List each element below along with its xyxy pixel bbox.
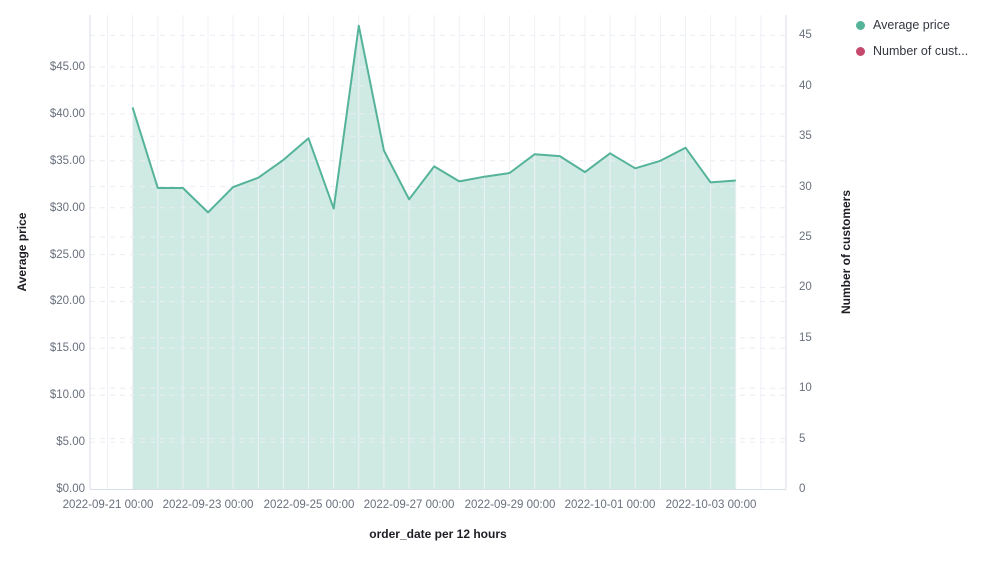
y-left-tick-label: $25.00 — [49, 249, 85, 261]
y-right-tick-label: 40 — [799, 80, 812, 92]
y-left-tick-label: $20.00 — [49, 295, 85, 307]
x-axis-tick-label: 2022-09-21 00:00 — [62, 499, 154, 511]
x-axis-tick-label: 2022-09-27 00:00 — [363, 499, 455, 511]
y-left-tick-label: $5.00 — [56, 436, 85, 448]
legend-item-average-price[interactable]: Average price — [856, 18, 968, 32]
x-axis-tick-label: 2022-09-25 00:00 — [263, 499, 355, 511]
legend: Average price Number of cust... — [856, 18, 968, 58]
y-left-tick-label: $15.00 — [49, 342, 85, 354]
legend-item-label: Number of cust... — [873, 44, 969, 58]
y-left-axis-title: Average price — [15, 212, 29, 292]
y-left-tick-label: $0.00 — [56, 483, 85, 495]
y-right-tick-label: 25 — [799, 231, 812, 243]
x-axis-title: order_date per 12 hours — [369, 527, 507, 541]
x-axis-tick-label: 2022-09-23 00:00 — [162, 499, 254, 511]
legend-dot-icon — [856, 46, 865, 56]
x-axis-tick-label: 2022-09-29 00:00 — [464, 499, 556, 511]
y-left-tick-label: $45.00 — [49, 61, 85, 73]
y-right-tick-label: 30 — [799, 181, 812, 193]
y-right-tick-label: 10 — [799, 382, 812, 394]
y-right-tick-label: 35 — [799, 130, 812, 142]
y-right-axis-title: Number of customers — [839, 189, 853, 315]
x-axis-tick-label: 2022-10-03 00:00 — [665, 499, 757, 511]
y-right-tick-label: 5 — [799, 433, 806, 445]
y-left-tick-label: $35.00 — [49, 155, 85, 167]
y-right-tick-label: 0 — [799, 483, 806, 495]
legend-dot-icon — [856, 20, 865, 30]
legend-item-label: Average price — [873, 18, 950, 32]
y-left-tick-label: $30.00 — [49, 202, 85, 214]
y-left-tick-label: $40.00 — [49, 108, 85, 120]
y-right-tick-label: 15 — [799, 332, 812, 344]
y-right-tick-label: 20 — [799, 281, 812, 293]
average-price-line — [131, 24, 736, 214]
y-left-tick-label: $10.00 — [49, 389, 85, 401]
legend-item-number-of-customers[interactable]: Number of cust... — [856, 44, 968, 58]
x-axis-tick-label: 2022-10-01 00:00 — [564, 499, 656, 511]
y-right-tick-label: 45 — [799, 29, 812, 41]
